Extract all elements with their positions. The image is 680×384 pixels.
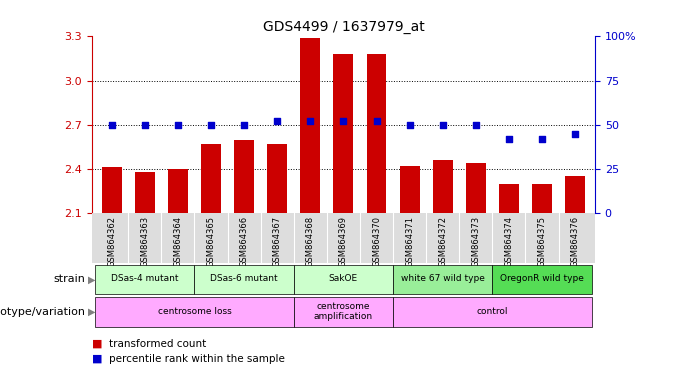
Text: GSM864368: GSM864368: [306, 216, 315, 267]
Text: GSM864366: GSM864366: [239, 216, 249, 267]
Text: centrosome
amplification: centrosome amplification: [314, 302, 373, 321]
Bar: [492, 265, 592, 294]
Point: [437, 122, 448, 128]
Text: GSM864369: GSM864369: [339, 216, 348, 266]
Text: GSM864373: GSM864373: [471, 216, 480, 267]
Bar: [294, 265, 393, 294]
Text: OregonR wild type: OregonR wild type: [500, 274, 584, 283]
Bar: [499, 184, 519, 213]
Point: [371, 118, 382, 124]
Text: GSM864363: GSM864363: [140, 216, 150, 267]
Text: GSM864375: GSM864375: [537, 216, 547, 266]
Text: DSas-6 mutant: DSas-6 mutant: [210, 274, 278, 283]
Bar: [393, 265, 492, 294]
Bar: [95, 265, 194, 294]
Text: GSM864362: GSM864362: [107, 216, 116, 266]
Point: [106, 122, 117, 128]
Bar: [234, 139, 254, 213]
Bar: [135, 172, 155, 213]
Bar: [294, 297, 393, 327]
Point: [173, 122, 184, 128]
Text: DSas-4 mutant: DSas-4 mutant: [111, 274, 179, 283]
Point: [570, 131, 581, 137]
Point: [503, 136, 514, 142]
Bar: [466, 163, 486, 213]
Text: ▶: ▶: [88, 307, 96, 317]
Text: transformed count: transformed count: [109, 339, 206, 349]
Text: GSM864370: GSM864370: [372, 216, 381, 266]
Text: genotype/variation: genotype/variation: [0, 307, 85, 317]
Text: ■: ■: [92, 354, 102, 364]
Text: GSM864376: GSM864376: [571, 216, 579, 267]
Text: strain: strain: [53, 274, 85, 285]
Bar: [532, 184, 552, 213]
Bar: [168, 169, 188, 213]
Text: ■: ■: [92, 339, 102, 349]
Bar: [393, 297, 592, 327]
Text: GSM864372: GSM864372: [438, 216, 447, 266]
Point: [537, 136, 547, 142]
Bar: [102, 167, 122, 213]
Point: [471, 122, 481, 128]
Text: centrosome loss: centrosome loss: [158, 307, 231, 316]
Bar: [194, 265, 294, 294]
Bar: [400, 166, 420, 213]
Point: [305, 118, 316, 124]
Point: [272, 118, 283, 124]
Point: [338, 118, 349, 124]
Bar: [95, 297, 294, 327]
Point: [139, 122, 150, 128]
Bar: [301, 38, 320, 213]
Bar: [432, 160, 453, 213]
Text: GSM864365: GSM864365: [207, 216, 216, 266]
Text: GSM864371: GSM864371: [405, 216, 414, 266]
Bar: [201, 144, 221, 213]
Text: ▶: ▶: [88, 274, 96, 285]
Text: GSM864364: GSM864364: [173, 216, 182, 266]
Bar: [267, 144, 287, 213]
Bar: [367, 54, 386, 213]
Point: [205, 122, 216, 128]
Text: percentile rank within the sample: percentile rank within the sample: [109, 354, 285, 364]
Bar: [565, 176, 585, 213]
Bar: [333, 54, 354, 213]
Point: [404, 122, 415, 128]
Text: GSM864374: GSM864374: [505, 216, 513, 266]
Text: control: control: [477, 307, 508, 316]
Point: [239, 122, 250, 128]
Text: GSM864367: GSM864367: [273, 216, 282, 267]
Title: GDS4499 / 1637979_at: GDS4499 / 1637979_at: [262, 20, 424, 34]
Text: white 67 wild type: white 67 wild type: [401, 274, 485, 283]
Text: SakOE: SakOE: [329, 274, 358, 283]
